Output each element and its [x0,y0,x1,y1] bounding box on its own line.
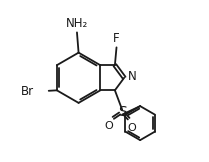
Text: N: N [127,70,136,83]
Text: NH₂: NH₂ [66,17,88,30]
Text: S: S [118,105,127,119]
Text: O: O [104,121,113,131]
Text: O: O [127,123,136,133]
Text: F: F [113,32,120,45]
Text: Br: Br [21,85,34,98]
